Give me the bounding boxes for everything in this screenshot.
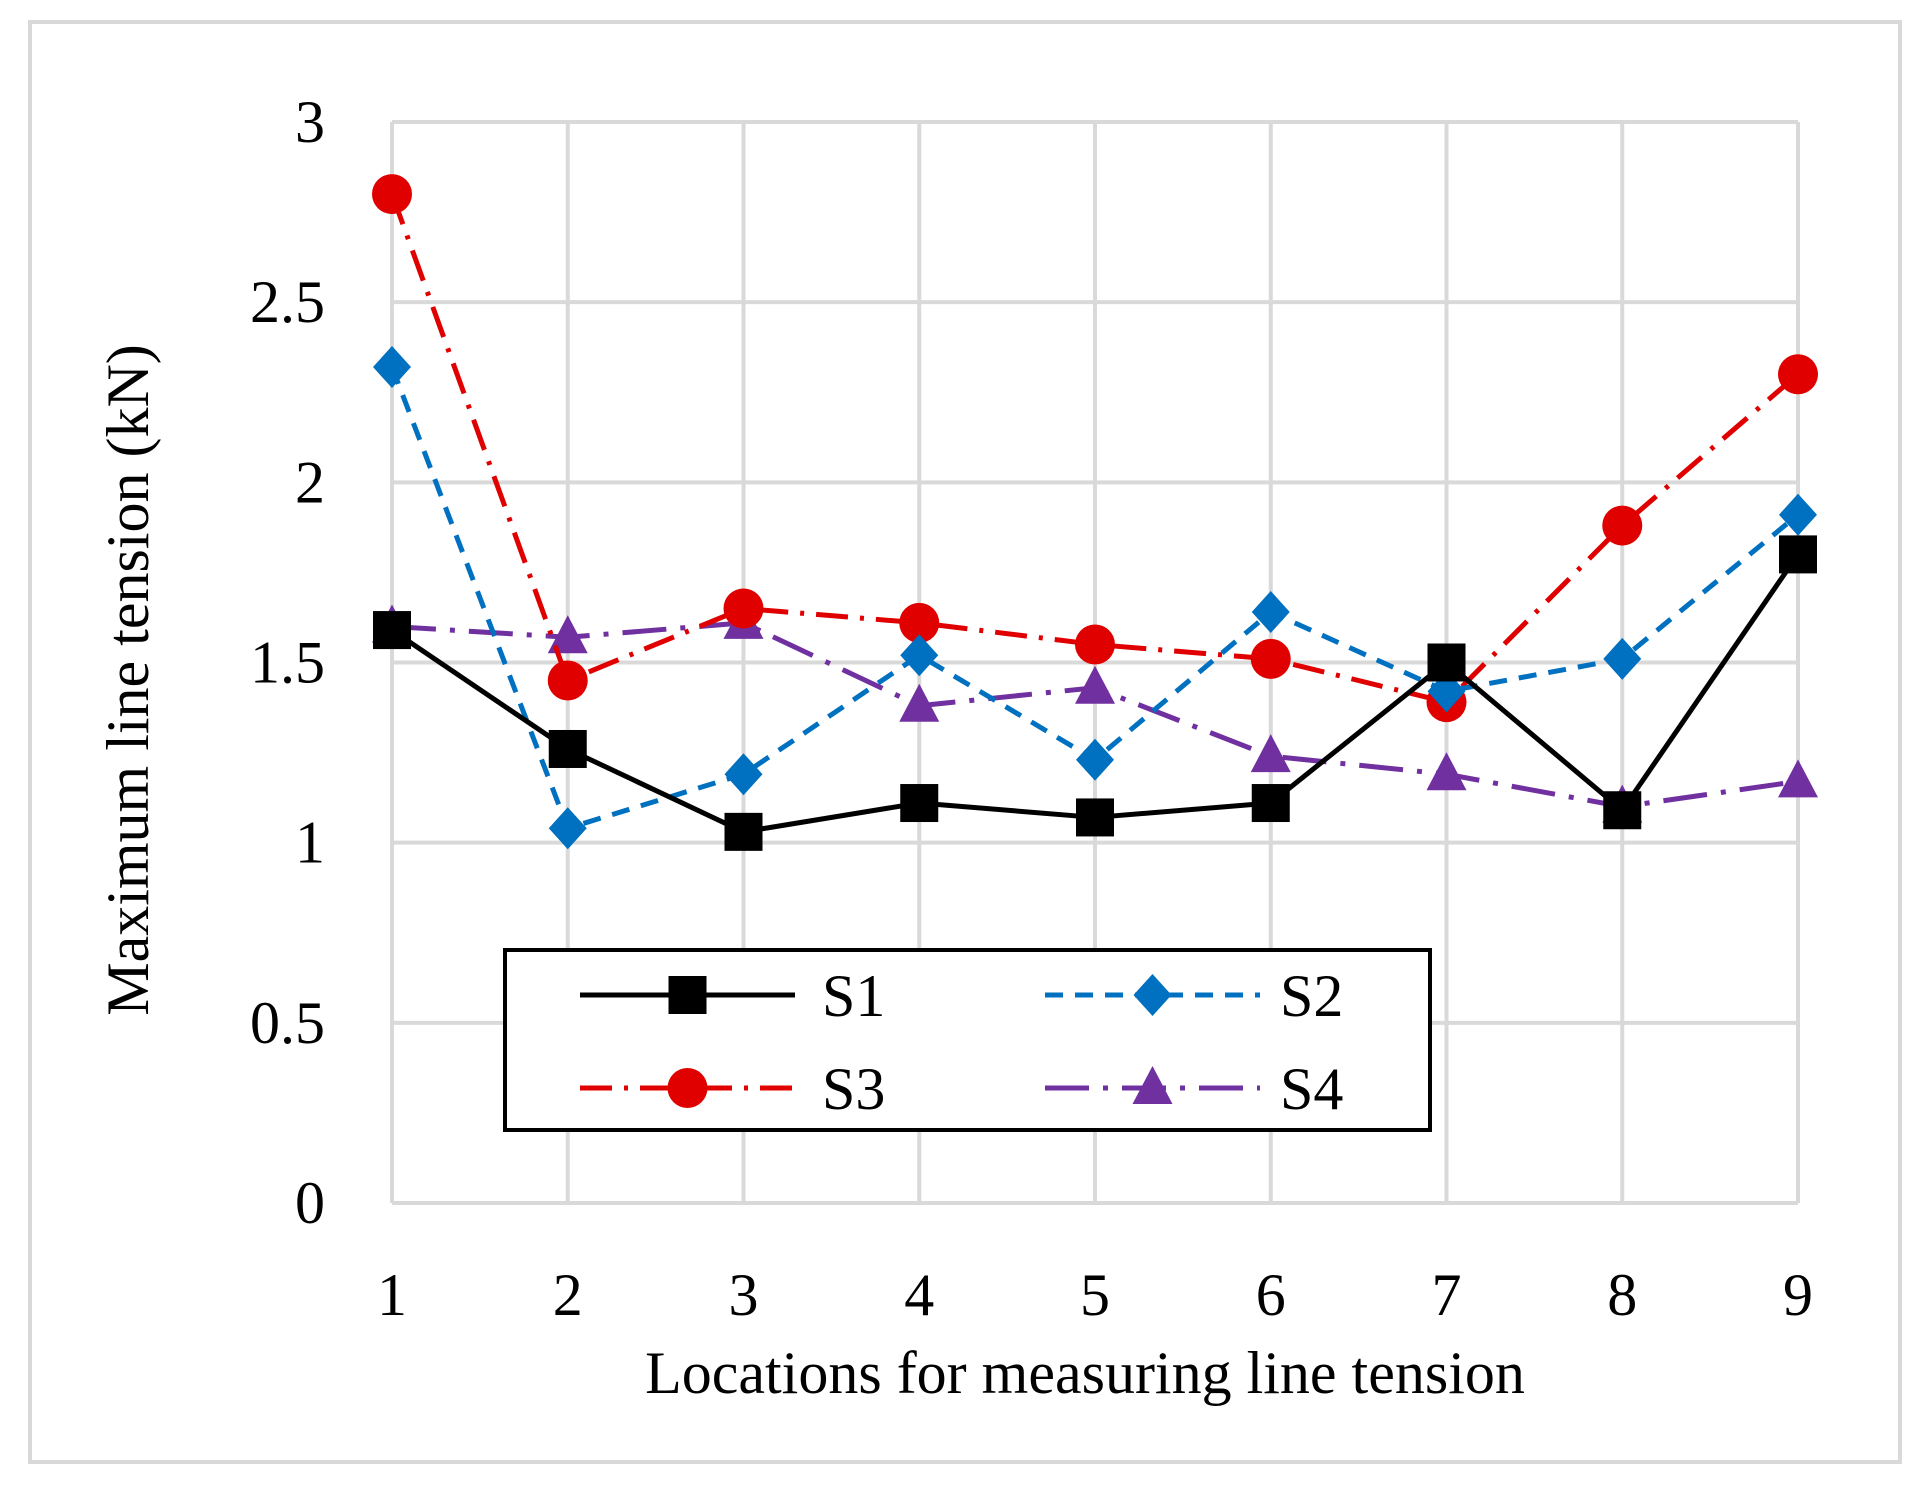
data-point-s3 <box>723 588 764 629</box>
x-tick-label: 8 <box>1607 1262 1637 1328</box>
data-point-s1 <box>373 611 411 650</box>
legend-item-s1: S1 <box>580 963 885 1029</box>
x-tick-label: 5 <box>1080 1262 1110 1328</box>
data-point-s2 <box>548 807 587 850</box>
y-axis-ticks: 0 0.5 1 1.5 2 2.5 3 <box>250 89 325 1236</box>
data-point-s2 <box>1251 591 1290 634</box>
chart-outer-frame <box>28 20 1902 1464</box>
legend-label: S3 <box>822 1056 885 1122</box>
x-tick-label: 9 <box>1783 1262 1813 1328</box>
series-line-s3 <box>389 193 1800 705</box>
x-tick-label: 3 <box>729 1262 759 1328</box>
x-tick-label: 2 <box>553 1262 583 1328</box>
x-axis-title: Locations for measuring line tension <box>645 1340 1525 1406</box>
data-point-s1 <box>548 729 587 768</box>
legend-item-s3: S3 <box>580 1056 885 1122</box>
data-point-s1 <box>1779 535 1817 574</box>
data-point-s4 <box>1075 665 1115 704</box>
legend-item-s4: S4 <box>1045 1056 1343 1122</box>
data-point-s3 <box>899 602 940 643</box>
data-point-s3 <box>372 174 412 215</box>
data-point-s4 <box>899 683 940 722</box>
data-point-s1 <box>1603 791 1642 830</box>
data-point-s3 <box>1250 638 1291 679</box>
y-tick-label: 2 <box>295 449 325 515</box>
y-tick-label: 1 <box>295 810 325 876</box>
legend-label: S1 <box>822 963 885 1029</box>
x-axis-ticks: 1 2 3 4 5 6 7 8 9 <box>377 1262 1813 1328</box>
plot-series <box>372 174 1818 851</box>
legend-marker-s3 <box>667 1068 708 1108</box>
data-point-s1 <box>1427 643 1466 682</box>
x-tick-label: 6 <box>1256 1262 1286 1328</box>
data-point-s3 <box>1602 505 1643 546</box>
legend: S1 S2 S3 S4 <box>503 948 1432 1132</box>
x-tick-label: 4 <box>904 1262 934 1328</box>
data-point-s4 <box>547 615 588 654</box>
data-point-s2 <box>1076 738 1114 781</box>
legend-marker-s2 <box>1133 974 1172 1016</box>
data-point-s1 <box>1251 784 1290 823</box>
y-tick-label: 0.5 <box>250 990 325 1056</box>
data-point-s4 <box>1250 734 1291 773</box>
data-point-s3 <box>547 660 588 701</box>
data-point-s2 <box>373 346 411 389</box>
y-tick-label: 3 <box>295 89 325 155</box>
legend-marker-s4 <box>1132 1066 1173 1104</box>
data-point-s1 <box>900 784 939 823</box>
data-point-s2 <box>1603 637 1642 680</box>
data-point-s2 <box>1779 493 1817 536</box>
y-tick-label: 0 <box>295 1170 325 1236</box>
legend-box <box>503 948 1432 1132</box>
data-point-s3 <box>1778 354 1818 395</box>
data-point-s1 <box>724 812 763 851</box>
y-axis-title: Maximum line tension (kN) <box>95 344 161 1016</box>
data-point-s4 <box>1778 759 1818 798</box>
data-point-s2 <box>900 634 939 677</box>
y-tick-label: 1.5 <box>250 630 325 696</box>
legend-label: S2 <box>1280 963 1343 1029</box>
series-s1 <box>373 535 1817 851</box>
data-point-s4 <box>1426 752 1467 791</box>
x-tick-label: 1 <box>377 1262 407 1328</box>
legend-label: S4 <box>1280 1056 1343 1122</box>
legend-marker-s1 <box>668 976 707 1014</box>
data-point-s1 <box>1076 798 1114 837</box>
y-tick-label: 2.5 <box>250 269 325 335</box>
data-point-s3 <box>1075 624 1115 665</box>
legend-item-s2: S2 <box>1045 963 1343 1029</box>
x-tick-label: 7 <box>1432 1262 1462 1328</box>
data-point-s2 <box>724 753 763 796</box>
